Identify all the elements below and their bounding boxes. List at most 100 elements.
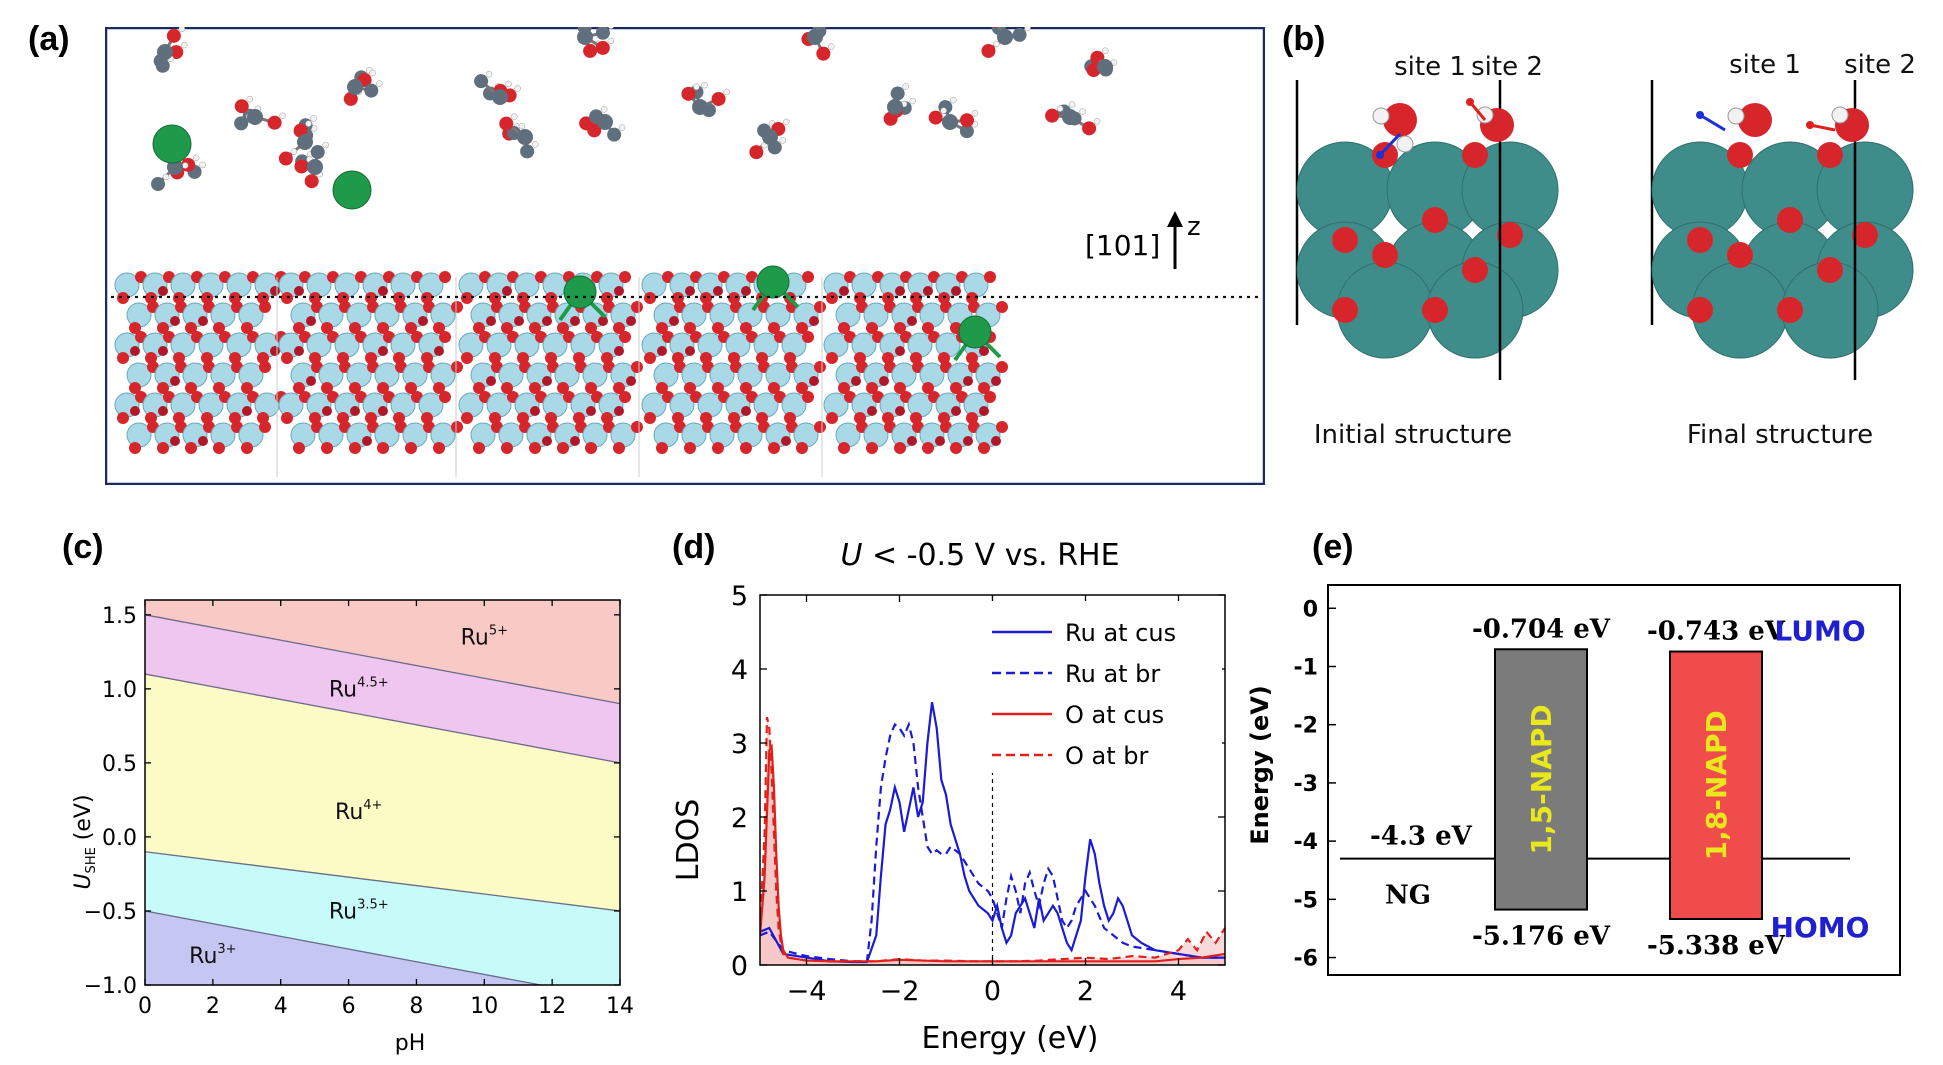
o-atom: [365, 412, 377, 424]
chart-d-axes: −4 −2 0 2 4 0 1 2 3 4 5: [731, 581, 1226, 1007]
c-atom: [1012, 27, 1027, 42]
x-tick-label: −2: [880, 976, 920, 1007]
h-atom: [369, 69, 376, 77]
o-atom: [672, 412, 684, 424]
o-atom: [185, 442, 197, 454]
o-atom: [350, 406, 360, 416]
o-atom: [895, 406, 905, 416]
o-atom: [984, 271, 996, 283]
o-atom: [768, 322, 780, 334]
o-atom: [1727, 142, 1753, 168]
o-atom: [950, 442, 962, 454]
o-atom: [996, 361, 1008, 373]
o-atom: [473, 382, 485, 394]
o-atom: [740, 442, 752, 454]
o-atom: [684, 442, 696, 454]
panel-label-b: (b): [1282, 20, 1326, 58]
o-atom: [529, 442, 541, 454]
o-atom: [728, 292, 740, 304]
lumo-value-2: -0.743 eV: [1647, 617, 1786, 647]
o-atom: [557, 442, 569, 454]
h-atom: [607, 37, 615, 45]
o-atom: [928, 110, 943, 125]
h-atom: [783, 118, 790, 126]
o-atom: [405, 322, 417, 334]
o-atom: [826, 352, 838, 364]
h-atom: [1102, 47, 1109, 54]
o-atom: [684, 322, 696, 334]
h-atom: [607, 27, 614, 30]
panel-label-e: (e): [1312, 528, 1354, 566]
o-atom: [631, 421, 643, 433]
o-atom: [229, 292, 241, 304]
o-atom: [749, 145, 764, 160]
o-atom: [517, 292, 529, 304]
c-atom: [577, 29, 593, 45]
z-arrowhead-icon: [1167, 211, 1183, 227]
o-atom: [421, 352, 433, 364]
o-atom: [157, 322, 169, 334]
o-atom: [866, 382, 878, 394]
c-atom: [492, 89, 508, 105]
c-atom: [151, 177, 166, 192]
y-tick-label: -2: [1294, 714, 1318, 739]
o-atom: [157, 382, 169, 394]
x-tick-label: 14: [606, 994, 634, 1019]
o-atom: [684, 382, 696, 394]
o-atom: [309, 292, 321, 304]
ldos-plot-area: [760, 595, 1225, 965]
o-atom: [499, 116, 514, 131]
o-atom: [309, 412, 321, 424]
h-atom: [181, 41, 188, 49]
series-line-3: [760, 743, 1225, 963]
o-atom: [741, 286, 751, 296]
o-atom: [910, 292, 922, 304]
o-atom: [882, 412, 894, 424]
chart-c-ylabel-unit: (eV): [71, 794, 96, 847]
o-atom: [796, 322, 808, 334]
red-arrowhead-icon: [1806, 121, 1814, 129]
o-atom: [613, 322, 625, 334]
h-atom: [1079, 108, 1086, 115]
region-label-2: Ru4.5+: [329, 675, 389, 702]
o-atom: [117, 352, 129, 364]
molecule-cluster: [294, 141, 329, 189]
o-atom: [656, 382, 668, 394]
c-atom: [155, 58, 170, 73]
o-atom: [619, 271, 631, 283]
h-atom: [531, 141, 539, 148]
metal-atom: [563, 275, 597, 309]
o-atom: [922, 322, 934, 334]
o-atom: [816, 46, 831, 61]
c-atom: [887, 99, 903, 115]
oxidation-state-labels: Ru5+ Ru4.5+ Ru4+ Ru3.5+ Ru3+: [189, 623, 508, 968]
c-atom: [692, 99, 708, 115]
adsorbate-molecules: [151, 27, 1118, 210]
h-atom: [993, 40, 1000, 48]
o-atom: [501, 442, 513, 454]
o-atom: [201, 412, 213, 424]
o-atom: [802, 391, 814, 403]
h-atom: [1396, 135, 1414, 153]
c-atom: [297, 134, 313, 150]
molecule-cluster: [801, 27, 835, 61]
o-atom: [349, 322, 361, 334]
panel-label-c: (c): [62, 528, 104, 566]
c-atom: [347, 79, 363, 95]
y-tick-label: 0: [731, 951, 748, 982]
o-atom: [1332, 227, 1358, 253]
o-atom: [984, 391, 996, 403]
o-atom: [585, 382, 597, 394]
o-atom: [1777, 207, 1803, 233]
o-atom: [951, 286, 961, 296]
o-atom: [573, 352, 585, 364]
c-atom: [942, 114, 958, 130]
bar-name-1: 1,5-NAPD: [1525, 704, 1558, 854]
o-atom: [173, 412, 185, 424]
o-atom: [656, 442, 668, 454]
o-atom: [851, 376, 861, 386]
o-atom: [681, 86, 696, 101]
legend-label-2: Ru at br: [1065, 660, 1160, 688]
o-atom: [130, 346, 140, 356]
o-atom: [1817, 142, 1843, 168]
